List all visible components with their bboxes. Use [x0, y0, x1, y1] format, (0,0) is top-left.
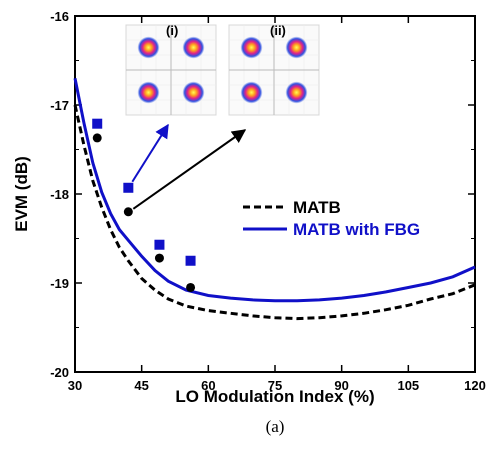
constellation-point — [137, 36, 160, 59]
constellation-point — [182, 36, 205, 59]
legend: MATB MATB with FBG — [243, 198, 420, 239]
inset-constellation-ii — [228, 24, 320, 116]
y-tick-label: -19 — [50, 276, 69, 291]
x-tick-label: 105 — [397, 378, 419, 393]
x-tick-label: 30 — [68, 378, 82, 393]
constellation-point — [182, 81, 205, 104]
x-tick-label: 90 — [334, 378, 348, 393]
axis-ticks — [74, 15, 476, 373]
legend-label-matb: MATB — [293, 198, 341, 217]
x-tick-label: 120 — [464, 378, 486, 393]
constellation-point — [285, 81, 308, 104]
inset-constellation-i — [125, 24, 217, 116]
x-tick-label: 45 — [134, 378, 148, 393]
y-tick-label: -20 — [50, 365, 69, 380]
figure-caption: (a) — [266, 417, 285, 436]
inset-label-i: (i) — [166, 23, 178, 38]
data-markers — [92, 118, 196, 292]
series-line-matb — [73, 104, 476, 321]
matb-with-fbg-marker — [92, 118, 103, 129]
y-tick-label: -17 — [50, 98, 69, 113]
y-tick-label: -18 — [50, 187, 69, 202]
matb-marker — [154, 253, 164, 263]
constellation-point — [240, 81, 263, 104]
x-tick-label: 75 — [268, 378, 282, 393]
constellation-point — [137, 81, 160, 104]
constellation-point — [240, 36, 263, 59]
series-line-matb-with-fbg — [73, 78, 476, 303]
matb-with-fbg-marker — [123, 182, 134, 193]
tick-labels: 30 45 60 75 90 105 120 -16 -17 -18 -19 -20 — [50, 9, 486, 393]
matb-with-fbg-marker — [185, 255, 196, 266]
constellation-point — [285, 36, 308, 59]
matb-marker — [123, 207, 133, 217]
inset-label-ii: (ii) — [270, 23, 286, 38]
legend-label-matb-with-fbg: MATB with FBG — [293, 220, 420, 239]
x-axis-title: LO Modulation Index (%) — [175, 387, 374, 406]
matb-marker — [92, 133, 102, 143]
inset-ii-pointer-arrow — [132, 129, 247, 210]
x-tick-label: 60 — [201, 378, 215, 393]
y-axis-title: EVM (dB) — [12, 156, 31, 232]
y-tick-label: -16 — [50, 9, 69, 24]
inset-i-pointer-arrow — [131, 123, 169, 183]
matb-marker — [186, 282, 196, 292]
matb-with-fbg-marker — [154, 239, 165, 250]
